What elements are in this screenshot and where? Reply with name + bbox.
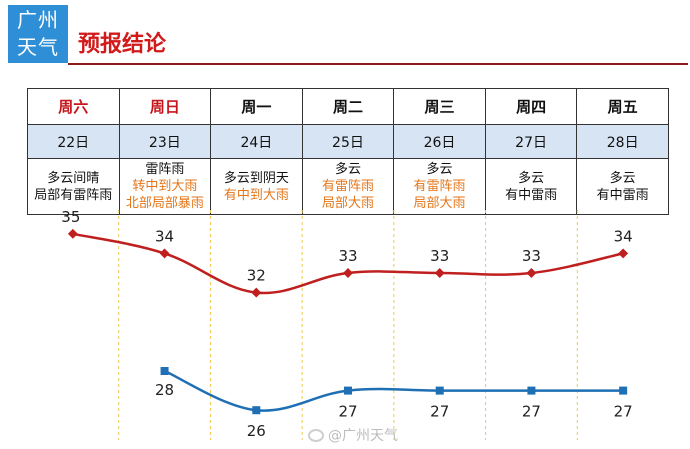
date-label: 26日 (393, 124, 486, 159)
data-label: 32 (247, 267, 266, 285)
data-label: 26 (247, 422, 266, 440)
day-label: 周三 (393, 88, 486, 125)
weather-text: 多云 (609, 170, 636, 186)
data-point (67, 228, 78, 239)
forecast-table: 周六 周日 周一 周二 周三 周四 周五 22日 23日 24日 25日 26日 27日 28日 多云间… (27, 88, 669, 215)
weather-text: 有中雷雨 (596, 187, 649, 203)
date-label: 24日 (210, 124, 303, 159)
data-point (527, 386, 536, 395)
weibo-icon (308, 429, 324, 442)
day-label: 周二 (301, 88, 395, 125)
data-label: 27 (430, 403, 449, 421)
day-label: 周日 (118, 88, 212, 125)
data-label: 33 (338, 247, 357, 265)
logo: 广州 天气 (8, 5, 68, 63)
data-point (251, 287, 262, 298)
weather-text: 多云到阴天 (223, 170, 289, 186)
weather-text: 北部局部暴雨 (125, 196, 204, 211)
data-label: 34 (155, 227, 174, 245)
weather-cell: 多云有雷阵雨局部大雨 (301, 158, 395, 215)
weather-text: 有雷阵雨 (321, 179, 374, 194)
weather-text: 多云 (426, 162, 453, 177)
weather-text: 雷阵雨 (145, 162, 185, 177)
data-label: 35 (61, 208, 80, 226)
date-label: 28日 (576, 124, 669, 159)
weather-text: 有中雷雨 (505, 187, 558, 203)
watermark-text: @广州天气 (328, 428, 398, 444)
day-label: 周五 (576, 88, 669, 125)
page-title: 预报结论 (78, 32, 167, 57)
data-label: 27 (338, 403, 357, 421)
weather-cell: 多云 有中雷雨 (484, 158, 578, 215)
data-label: 34 (614, 227, 633, 245)
data-point (618, 248, 629, 259)
data-point (619, 386, 628, 395)
weather-cell: 多云到阴天 有中到大雨 (210, 158, 303, 215)
day-label: 周一 (210, 88, 303, 125)
data-label: 28 (155, 381, 174, 399)
logo-line2: 天气 (17, 35, 59, 59)
data-label: 33 (522, 247, 541, 265)
data-label: 27 (522, 403, 541, 421)
weather-text: 转中到大雨 (132, 179, 198, 194)
data-point (526, 268, 537, 278)
day-row: 周六 周日 周一 周二 周三 周四 周五 (27, 88, 669, 125)
data-point (159, 248, 170, 259)
weather-row: 多云间晴 局部有雷阵雨 雷阵雨 转中到大雨 北部局部暴雨 多云到阴天 有中到大雨 多云 有雷阵雨… (27, 158, 669, 215)
weather-cell: 多云有雷阵雨局部大雨 (393, 158, 486, 215)
weather-text: 有雷阵雨 (413, 179, 466, 194)
weather-text: 多云间晴 (47, 170, 100, 186)
weather-cell: 雷阵雨转中到大雨北部局部暴雨 (118, 158, 212, 215)
weather-cell: 多云间晴 局部有雷阵雨 (27, 158, 120, 215)
title-divider (68, 63, 688, 65)
data-point (252, 406, 261, 415)
date-label: 22日 (27, 124, 120, 159)
weather-text: 局部有雷阵雨 (34, 187, 113, 203)
data-point (434, 268, 445, 278)
weather-text: 局部大雨 (413, 196, 466, 211)
weather-text: 多云 (518, 170, 545, 186)
day-label: 周六 (27, 88, 120, 125)
data-point (343, 268, 353, 278)
date-label: 25日 (301, 124, 395, 159)
data-point (160, 367, 169, 375)
day-label: 周四 (484, 88, 578, 125)
data-point (344, 386, 352, 395)
data-point (435, 386, 444, 395)
date-label: 23日 (118, 124, 212, 159)
weather-text: 有中到大雨 (223, 187, 289, 203)
logo-line1: 广州 (17, 8, 59, 32)
watermark: @广州天气 (308, 425, 398, 445)
series-line (164, 369, 624, 412)
data-label: 27 (614, 403, 633, 421)
data-label: 33 (430, 247, 449, 265)
weather-text: 局部大雨 (321, 196, 374, 211)
weather-text: 多云 (334, 162, 361, 177)
weather-cell: 多云 有中雷雨 (576, 158, 669, 215)
